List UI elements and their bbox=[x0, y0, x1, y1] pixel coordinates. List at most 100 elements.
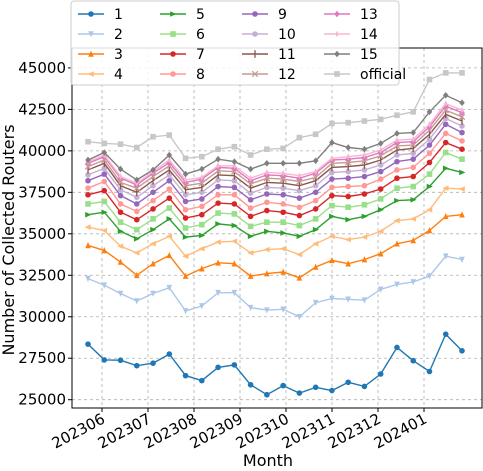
data-point bbox=[296, 212, 303, 219]
legend-label: 10 bbox=[278, 27, 296, 43]
data-point bbox=[312, 240, 319, 247]
data-point bbox=[426, 142, 433, 148]
data-point bbox=[280, 185, 286, 191]
data-point bbox=[296, 222, 303, 229]
series-7 bbox=[85, 139, 465, 223]
data-point bbox=[296, 233, 303, 240]
data-point bbox=[377, 206, 385, 213]
data-point bbox=[232, 162, 237, 170]
data-point bbox=[133, 144, 140, 151]
data-point bbox=[215, 210, 221, 216]
data-point bbox=[361, 167, 368, 173]
data-point bbox=[377, 196, 384, 202]
data-point bbox=[247, 196, 254, 203]
data-point bbox=[263, 174, 271, 182]
data-point bbox=[426, 136, 433, 143]
data-point bbox=[329, 295, 335, 302]
data-point bbox=[133, 201, 140, 207]
data-point bbox=[280, 268, 286, 275]
data-point bbox=[247, 381, 254, 388]
data-point bbox=[411, 135, 415, 143]
data-point bbox=[85, 185, 91, 191]
data-point bbox=[101, 165, 108, 172]
legend-swatch-marker bbox=[88, 50, 94, 57]
data-point bbox=[117, 201, 124, 207]
data-point bbox=[166, 205, 173, 211]
data-point bbox=[247, 190, 254, 196]
data-point bbox=[133, 194, 140, 201]
data-point bbox=[295, 251, 303, 258]
data-point bbox=[101, 140, 108, 147]
data-point bbox=[377, 250, 384, 257]
data-point bbox=[345, 119, 351, 126]
data-point bbox=[296, 313, 303, 321]
data-point bbox=[133, 235, 141, 242]
legend-label: 1 bbox=[114, 7, 123, 23]
data-point bbox=[329, 202, 335, 209]
data-point bbox=[85, 192, 91, 198]
data-point bbox=[329, 169, 335, 176]
data-point bbox=[280, 201, 286, 207]
data-point bbox=[133, 208, 140, 215]
data-point bbox=[215, 200, 221, 206]
data-point bbox=[101, 178, 108, 185]
data-point bbox=[377, 176, 384, 182]
data-point bbox=[264, 199, 270, 206]
data-point bbox=[84, 224, 91, 230]
data-point bbox=[198, 245, 205, 252]
data-point bbox=[85, 201, 91, 207]
data-point bbox=[133, 271, 140, 279]
data-point bbox=[199, 232, 206, 239]
data-point bbox=[361, 297, 368, 304]
data-point bbox=[345, 216, 352, 223]
y-tick-label: 40000 bbox=[18, 142, 66, 160]
data-point bbox=[442, 149, 449, 156]
data-point bbox=[312, 216, 319, 222]
series-line bbox=[87, 255, 463, 318]
y-tick-label: 37500 bbox=[18, 183, 66, 201]
data-point bbox=[216, 162, 220, 170]
data-point bbox=[460, 106, 464, 114]
data-point bbox=[182, 372, 189, 379]
data-point bbox=[409, 216, 417, 222]
data-point bbox=[231, 184, 238, 191]
legend-label: 7 bbox=[196, 47, 205, 63]
data-point bbox=[182, 215, 189, 221]
data-point bbox=[459, 138, 465, 144]
legend-swatch-marker bbox=[334, 10, 340, 18]
data-point bbox=[345, 144, 351, 151]
data-point bbox=[215, 177, 221, 183]
series-2 bbox=[85, 253, 465, 321]
data-point bbox=[117, 290, 124, 297]
data-point bbox=[150, 182, 156, 189]
data-point bbox=[280, 219, 286, 225]
data-point bbox=[247, 180, 254, 188]
data-point bbox=[426, 206, 433, 213]
legend-label: 13 bbox=[360, 7, 378, 23]
series-line bbox=[87, 214, 463, 279]
data-point bbox=[377, 286, 384, 293]
data-point bbox=[117, 165, 124, 173]
data-point bbox=[150, 133, 156, 140]
data-point bbox=[377, 152, 384, 160]
data-point bbox=[133, 184, 141, 192]
data-point bbox=[279, 245, 286, 252]
data-point bbox=[361, 118, 368, 124]
data-point bbox=[166, 186, 173, 192]
series-6 bbox=[85, 149, 465, 233]
series-10 bbox=[85, 115, 465, 201]
data-point bbox=[410, 357, 417, 364]
data-point bbox=[442, 130, 449, 137]
data-point bbox=[442, 70, 449, 76]
data-point bbox=[458, 186, 465, 192]
data-point bbox=[231, 201, 238, 207]
data-point bbox=[312, 299, 319, 307]
data-point bbox=[231, 260, 238, 267]
data-point bbox=[214, 239, 221, 245]
data-point bbox=[345, 193, 351, 200]
series-9 bbox=[85, 121, 465, 207]
data-point bbox=[345, 296, 351, 303]
data-point bbox=[182, 308, 189, 315]
data-point bbox=[280, 145, 286, 152]
